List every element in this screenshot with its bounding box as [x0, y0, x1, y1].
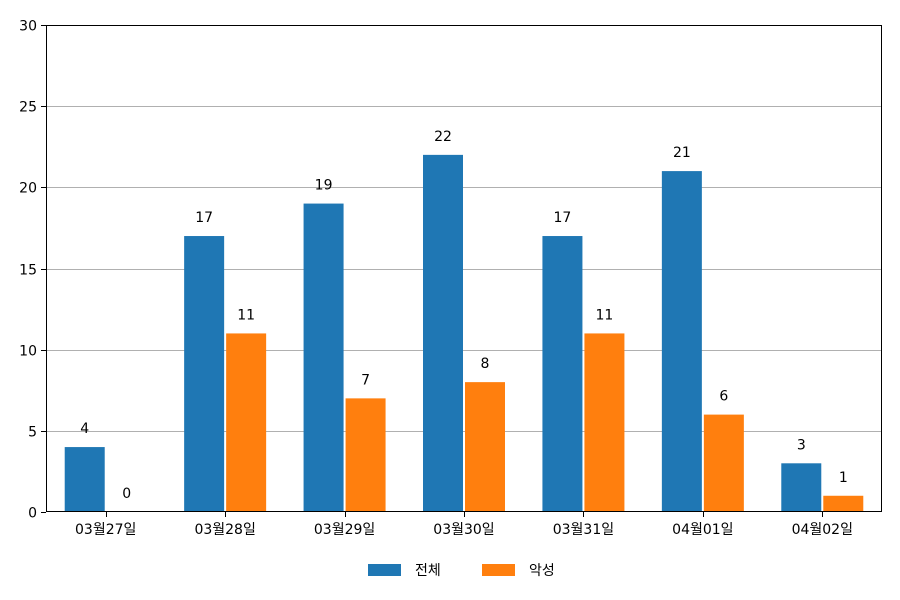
data-label: 8 [481, 356, 490, 372]
data-label: 6 [719, 389, 728, 405]
bar-series-1 [781, 463, 822, 512]
data-label: 4 [80, 421, 89, 437]
data-label: 17 [195, 210, 213, 226]
data-label: 11 [596, 307, 614, 323]
data-label: 21 [673, 145, 691, 161]
legend-swatch [482, 564, 515, 576]
bar-series-2 [465, 382, 505, 512]
y-tick-label: 20 [19, 181, 37, 197]
x-tick-label: 04월02일 [792, 522, 853, 538]
bar-series-1 [184, 236, 225, 513]
data-label: 0 [122, 486, 131, 502]
grid-lines [46, 106, 882, 432]
x-tick-label: 03월28일 [194, 522, 255, 538]
y-tick-label: 0 [28, 506, 37, 522]
bar-series-2 [345, 398, 386, 512]
y-tick-label: 5 [28, 425, 37, 441]
y-tick-label: 15 [19, 263, 37, 279]
y-tick-label: 25 [19, 100, 37, 116]
bar-series-2 [226, 333, 267, 512]
plot-area-frame [46, 25, 882, 512]
data-label: 19 [315, 178, 333, 194]
legend-label: 전체 [415, 563, 441, 579]
x-tick-label: 03월31일 [553, 522, 614, 538]
bar-series-1 [303, 203, 344, 513]
legend: 전체 악성 [368, 563, 555, 579]
y-tick-label: 30 [19, 19, 37, 35]
legend-swatch [368, 564, 401, 576]
bar-series-2 [703, 414, 744, 512]
data-label: 7 [361, 372, 370, 388]
y-axis-ticks: 0 5 10 15 20 25 30 [19, 19, 46, 522]
bar-series-2 [823, 495, 864, 512]
data-label: 11 [237, 307, 255, 323]
legend-label: 악성 [529, 563, 555, 579]
data-label: 17 [554, 210, 572, 226]
x-tick-label: 04월01일 [672, 522, 733, 538]
x-axis-ticks: 03월27일 03월28일 03월29일 03월30일 03월31일 04월01일 04월0… [75, 512, 853, 538]
data-labels: 4 0 17 11 19 7 22 8 17 11 21 6 3 1 [80, 129, 847, 502]
bar-series-1 [542, 236, 583, 513]
y-tick-label: 10 [19, 344, 37, 360]
bars [64, 154, 864, 513]
data-label: 22 [434, 129, 452, 145]
bar-series-2 [584, 333, 625, 512]
data-label: 3 [797, 437, 806, 453]
bar-series-1 [64, 447, 105, 512]
x-tick-label: 03월27일 [75, 522, 136, 538]
x-tick-label: 03월30일 [433, 522, 494, 538]
x-tick-label: 03월29일 [314, 522, 375, 538]
data-label: 1 [839, 470, 848, 486]
bar-series-1 [423, 154, 463, 512]
bar-series-1 [661, 171, 702, 512]
